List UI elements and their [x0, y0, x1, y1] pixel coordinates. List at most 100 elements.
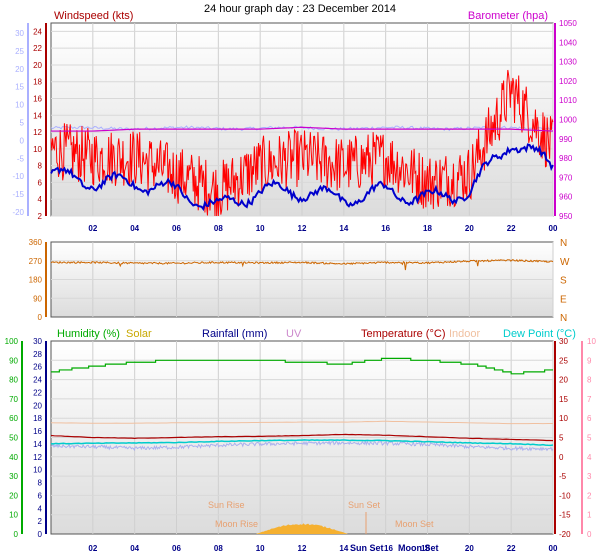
dew-tick-label: 10 [587, 337, 596, 346]
wind-x-tick-label: 16 [381, 224, 390, 233]
direction-tick-label: 180 [29, 276, 43, 285]
outer-temp-tick-label: 30 [15, 29, 24, 38]
wind-x-tick-label: 02 [88, 224, 97, 233]
wind-tick-label: 24 [33, 27, 42, 36]
temp-tick-label: -10 [559, 491, 571, 500]
outer-temp-tick-label: 25 [15, 47, 24, 56]
humidity-tick-label: 70 [9, 395, 18, 404]
temp-tick-label: -20 [559, 530, 571, 539]
multi-x-tick-label: 14 [339, 544, 348, 553]
dew-tick-label: 3 [587, 472, 592, 481]
outer-temp-tick-label: 0 [20, 136, 25, 145]
dew-tick-label: 7 [587, 395, 592, 404]
humidity-tick-label: 90 [9, 356, 18, 365]
rain-tick-label: 2 [38, 517, 43, 526]
humidity-tick-label: 80 [9, 376, 18, 385]
rain-tick-label: 4 [38, 504, 43, 513]
dew-point-series [50, 439, 554, 447]
direction-compass-label: N [560, 238, 567, 249]
multi-x-tick-label: 00 [549, 544, 558, 553]
temperature-series [50, 433, 554, 442]
baro-tick-label: 1010 [559, 96, 577, 105]
temp-tick-label: -5 [559, 472, 567, 481]
rain-tick-label: 26 [33, 363, 42, 372]
legend-temperature: Temperature (°C) [361, 328, 445, 340]
wind-x-tick-label: 00 [549, 224, 558, 233]
legend-dew_point: Dew Point (°C) [503, 328, 576, 340]
temp-tick-label: 25 [559, 356, 568, 365]
wind-x-tick-label: 12 [298, 224, 307, 233]
baro-tick-label: 980 [559, 154, 573, 163]
baro-tick-label: 1040 [559, 38, 577, 47]
outer-temp-tick-label: -15 [12, 190, 24, 199]
dew-tick-label: 9 [587, 356, 592, 365]
rain-tick-label: 16 [33, 427, 42, 436]
multi-x-tick-label: 18 [421, 544, 430, 553]
humidity-tick-label: 40 [9, 453, 18, 462]
temp-tick-label: 10 [559, 414, 568, 423]
multi-x-labels: 02 04 06 08 10 12 14 20 22 00 16 18 [88, 544, 558, 553]
multi-grid [51, 341, 554, 534]
wind-series [50, 69, 554, 217]
multi-x-tick-label: 10 [256, 544, 265, 553]
rain-tick-label: 18 [33, 414, 42, 423]
outer-temp-tick-label: 15 [15, 83, 24, 92]
sun-set-label: Sun Set [348, 500, 381, 510]
wind-average-series [50, 143, 554, 212]
wind-x-tick-label: 06 [172, 224, 181, 233]
dew-tick-label: 4 [587, 453, 592, 462]
barometer-axis-label: Barometer (hpa) [468, 10, 548, 22]
rain-tick-label: 12 [33, 453, 42, 462]
direction-compass-label: W [560, 257, 570, 268]
humidity-tick-label: 100 [5, 337, 19, 346]
multi-x-tick-label: 12 [298, 544, 307, 553]
baro-tick-label: 950 [559, 212, 573, 221]
bottom-sun-set-label: Sun Set [350, 543, 384, 553]
wind-x-tick-label: 20 [465, 224, 474, 233]
wind-tick-label: 8 [38, 162, 43, 171]
temp-tick-label: 15 [559, 395, 568, 404]
bottom-moon-set-label: Moon Set [398, 543, 439, 553]
wind-x-tick-label: 04 [130, 224, 139, 233]
direction-compass-label: N [560, 313, 567, 324]
direction-tick-label: 270 [29, 257, 43, 266]
direction-compass-label: S [560, 276, 567, 287]
rain-tick-label: 14 [33, 440, 42, 449]
wind-x-tick-label: 08 [214, 224, 223, 233]
direction-tick-label: 360 [29, 238, 43, 247]
wind-tick-label: 10 [33, 145, 42, 154]
baro-tick-label: 960 [559, 193, 573, 202]
sun-rise-label: Sun Rise [208, 500, 245, 510]
direction-grid [51, 242, 554, 317]
baro-tick-label: 970 [559, 173, 573, 182]
dew-tick-label: 6 [587, 414, 592, 423]
windspeed-series [50, 69, 554, 217]
rain-tick-label: 30 [33, 337, 42, 346]
direction-compass-label: E [560, 294, 567, 305]
baro-tick-label: 1020 [559, 77, 577, 86]
barometer-series [51, 126, 554, 132]
windspeed-axis-label: Windspeed (kts) [54, 10, 133, 22]
humidity-series [51, 357, 553, 375]
legend-rainfall: Rainfall (mm) [202, 328, 267, 340]
wind-x-tick-label: 18 [423, 224, 432, 233]
rain-tick-label: 24 [33, 376, 42, 385]
humidity-tick-label: 30 [9, 472, 18, 481]
wind-tick-label: 14 [33, 111, 42, 120]
multi-x-tick-label: 06 [172, 544, 181, 553]
indoor-series [50, 420, 554, 425]
moon-set-label: Moon Set [395, 519, 434, 529]
wind-left-ticks: 24 22 20 18 16 14 12 10 8 6 4 2 [33, 27, 42, 221]
wind-tick-label: 16 [33, 95, 42, 104]
wind-right-ticks: 1050 1040 1030 1020 1010 1000 990 980 970 960 950 [559, 19, 577, 221]
page-title: 24 hour graph day : 23 December 2014 [204, 3, 396, 15]
wind-x-tick-label: 14 [339, 224, 348, 233]
multi-x-tick-label: 02 [88, 544, 97, 553]
legend-uv: UV [286, 328, 302, 340]
uv-series [50, 439, 554, 452]
